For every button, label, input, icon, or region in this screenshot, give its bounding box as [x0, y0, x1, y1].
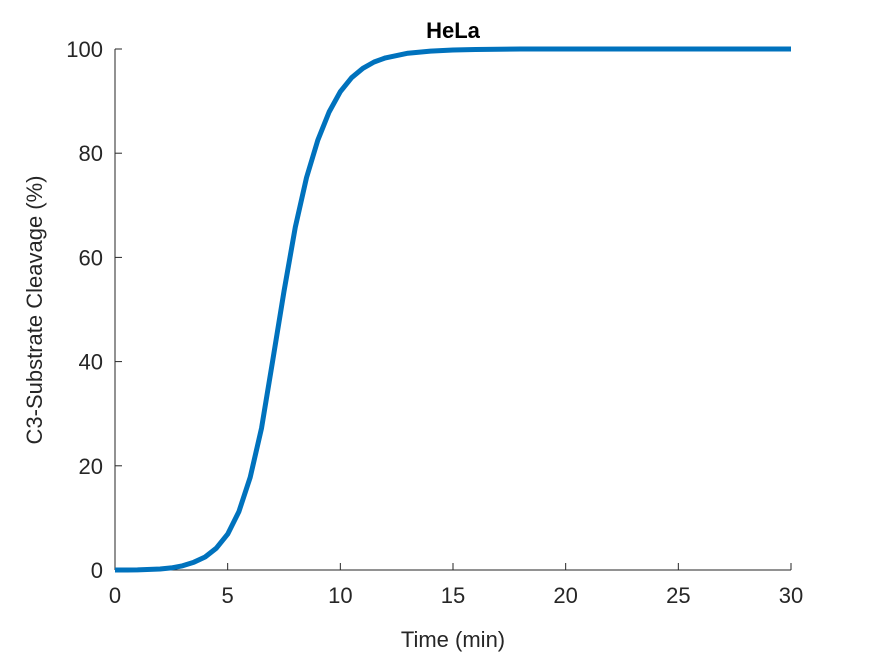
y-axis-label: C3-Substrate Cleavage (%)	[22, 175, 47, 444]
x-tick-label: 20	[553, 583, 577, 608]
x-tick-label: 10	[328, 583, 352, 608]
y-tick-label: 60	[79, 245, 103, 270]
x-tick-label: 0	[109, 583, 121, 608]
x-tick-label: 25	[666, 583, 690, 608]
x-tick-label: 5	[222, 583, 234, 608]
series-layer	[114, 46, 791, 573]
axes: 0 5 10 15 20 25 30 0 20 40 60 80 100	[66, 37, 803, 608]
x-axis-label: Time (min)	[401, 627, 505, 652]
x-tick-label: 30	[779, 583, 803, 608]
y-tick-label: 20	[79, 454, 103, 479]
y-tick-label: 40	[79, 350, 103, 375]
x-tick-label: 15	[441, 583, 465, 608]
y-tick-label: 0	[91, 558, 103, 583]
y-tick-label: 80	[79, 141, 103, 166]
chart-title: HeLa	[426, 18, 481, 43]
series-line	[114, 46, 791, 573]
y-tick-label: 100	[66, 37, 103, 62]
